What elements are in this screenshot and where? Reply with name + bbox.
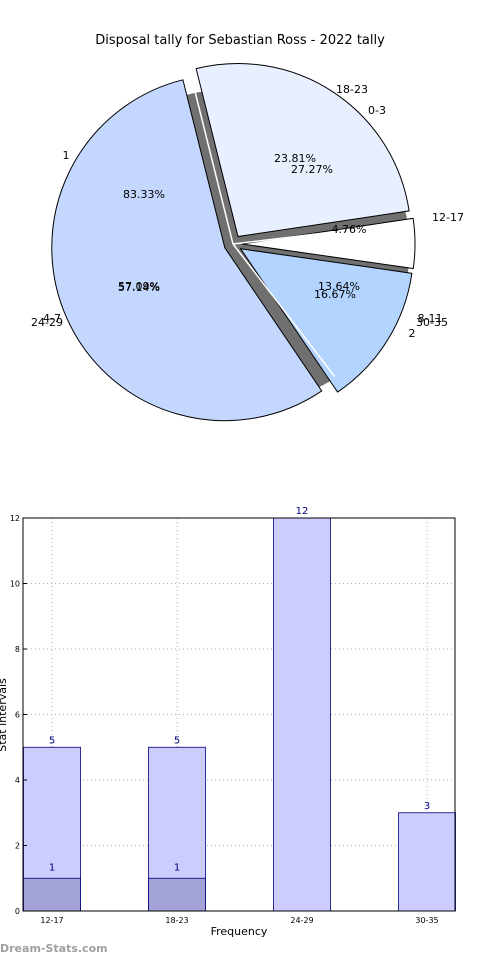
bar-value-label: 3 <box>424 801 430 812</box>
pie-slice-12-17 <box>241 217 416 270</box>
bar-value-label: 5 <box>174 735 180 746</box>
pie-pct-83-33: 83.33% <box>123 188 165 201</box>
pie-slice-24-29 <box>51 79 323 422</box>
bar-24-29 <box>273 517 331 912</box>
y-axis-label: Stat intervals <box>0 678 9 752</box>
pie-slices <box>51 63 416 422</box>
pie-chart: Disposal tally for Sebastian Ross - 2022… <box>31 33 464 422</box>
bar-value-label: 12 <box>296 506 309 517</box>
pie-label-2: 2 <box>409 327 416 340</box>
pie-label-0-3: 0-3 <box>368 104 386 117</box>
pie-pct-23-81: 23.81% <box>274 152 316 165</box>
x-tick-label: 18-23 <box>165 916 188 925</box>
pie-pct-57-09: 57.09% <box>118 280 160 293</box>
bar-value-label: 1 <box>174 862 180 873</box>
pie-inner-divider <box>191 81 234 245</box>
pie-pct-16-67: 16.67% <box>314 288 356 301</box>
pie-label-4-7: 4-7 <box>43 312 61 325</box>
pie-label-12-17: 12-17 <box>432 211 464 224</box>
y-tick-label: 10 <box>10 580 20 589</box>
y-tick-label: 6 <box>15 711 20 720</box>
x-tick-label: 30-35 <box>415 916 438 925</box>
y-tick-label: 8 <box>15 645 20 654</box>
bar-inner-18-23 <box>148 877 206 912</box>
x-axis-label: Frequency <box>211 925 268 938</box>
pie-slice-18-23 <box>195 63 410 238</box>
pie-pct-13-64: 13.64% <box>318 280 360 293</box>
pie-label-18-23: 18-23 <box>336 83 368 96</box>
bar-chart: 0 2 4 6 8 10 12 12-17 18-23 24-29 30-35 5 1 5 1 12 3 Fr… <box>0 506 456 938</box>
pie-title: Disposal tally for Sebastian Ross - 2022… <box>95 33 385 48</box>
bar-marks <box>23 517 456 912</box>
pie-slice-30-35 <box>239 248 413 393</box>
pie-inner-divider <box>232 243 336 377</box>
bar-30-35 <box>398 812 456 912</box>
pie-pct-4-76: 4.76% <box>332 223 367 236</box>
x-tick-label: 24-29 <box>290 916 313 925</box>
bar-value-labels: 5 1 5 1 12 3 <box>49 506 430 873</box>
bar-grid <box>23 518 455 911</box>
bar-value-label: 5 <box>49 735 55 746</box>
y-tick-label: 2 <box>15 842 20 851</box>
pie-label-1: 1 <box>63 149 70 162</box>
pie-pct-57-14: 57.14% <box>118 281 160 294</box>
bar-inner-12-17 <box>23 877 81 912</box>
x-tick-label: 12-17 <box>40 916 63 925</box>
pie-label-8-11: 8-11 <box>418 312 443 325</box>
y-tick-label: 4 <box>15 776 20 785</box>
y-tick-label: 12 <box>10 514 20 523</box>
pie-label-24-29: 24-29 <box>31 316 63 329</box>
y-tick-label: 0 <box>15 907 20 916</box>
bar-value-label: 1 <box>49 862 55 873</box>
pie-label-30-35: 30-35 <box>416 316 448 329</box>
watermark: Dream-Stats.com <box>0 942 108 955</box>
pie-pct-27-27: 27.27% <box>291 163 333 176</box>
bar-ticks: 0 2 4 6 8 10 12 12-17 18-23 24-29 30-35 <box>10 514 439 925</box>
pie-inner-divider <box>232 223 399 245</box>
